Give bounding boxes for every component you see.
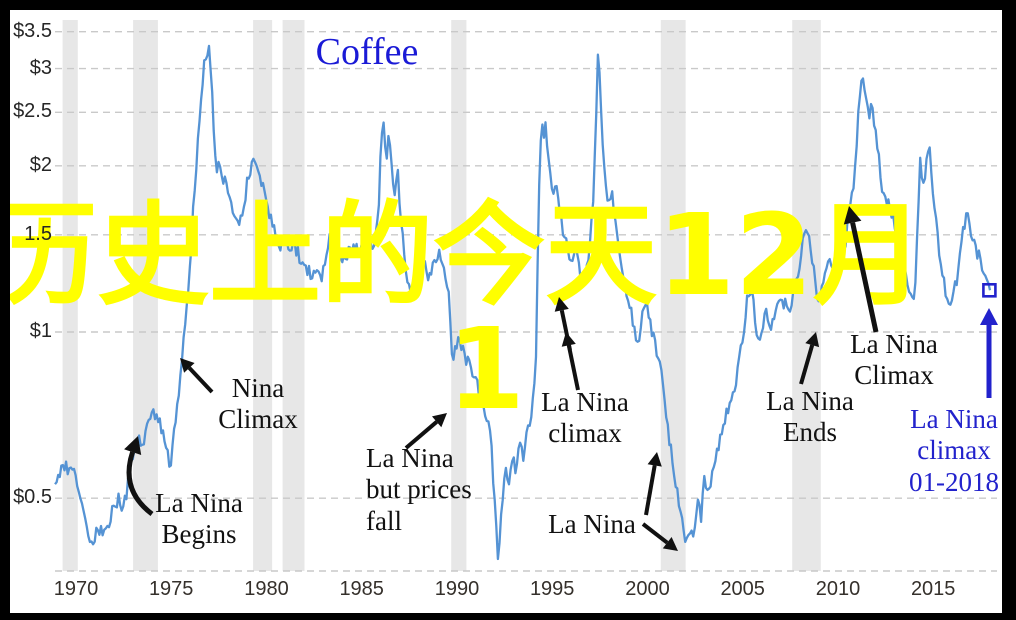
y-axis-tick-label: $3.5 (13, 19, 52, 42)
la-nina-begins-label: La Nina Begins (155, 488, 243, 551)
overlay-headline-line1: 历史上的今天12月 (0, 191, 925, 321)
x-axis-tick-label: 2005 (720, 578, 765, 600)
x-axis-tick-label: 1995 (529, 578, 575, 600)
la-nina-band (62, 20, 78, 571)
nina-climax-1975-label: Nina Climax (218, 373, 298, 436)
x-axis-tick-label: 1985 (339, 578, 384, 600)
la-nina-band (451, 20, 467, 571)
nina-climax-1975-label-line: Climax (218, 404, 298, 435)
y-axis-tick-label: 1.5 (24, 222, 52, 245)
y-axis-tick-label: $3 (29, 56, 52, 79)
la-nina-band (253, 20, 273, 571)
frame-right-border (1002, 0, 1016, 620)
frame-top-border (0, 0, 1016, 10)
la-nina-climax-2018-label-line: climax (917, 435, 991, 466)
la-nina-2000-label: La Nina (548, 509, 636, 540)
la-nina-2000-label-line: La Nina (548, 509, 636, 539)
la-nina-but-prices-fall-label-line: but prices (366, 474, 472, 505)
la-nina-climax-2018-label-line: 01-2018 (909, 466, 999, 497)
la-nina-band (282, 20, 305, 571)
y-axis-tick-label: $2.5 (13, 100, 52, 123)
la-nina-climax-2018-label-line: La Nina (910, 404, 998, 434)
la-nina-ends-label: La Nina Ends (766, 386, 854, 449)
la-nina-climax-1995-label-line: climax (548, 418, 622, 449)
la-nina-climax-1995-label-line: La Nina (541, 387, 629, 417)
la-nina-begins-label-line: La Nina (155, 488, 243, 518)
la-nina-climax-1995-label: La Nina climax (541, 387, 629, 450)
la-nina-climax-2011-label-line: Climax (854, 360, 934, 391)
la-nina-but-prices-fall-label-line: fall (366, 505, 402, 536)
frame-bottom-border (0, 613, 1016, 620)
nina-climax-1975-label-line: Nina (231, 373, 285, 403)
la-nina-ends-label-line: La Nina (766, 386, 854, 416)
x-axis-tick-label: 2010 (815, 578, 861, 600)
x-axis-tick-label: 2000 (625, 578, 670, 600)
frame-left-border (0, 0, 10, 620)
y-axis-tick-label: $1 (29, 320, 52, 342)
coffee-price-line (54, 44, 992, 561)
la-nina-climax-2011-label: La Nina Climax (850, 329, 938, 392)
x-axis-tick-label: 1990 (434, 578, 480, 600)
la-nina-but-prices-fall-label-line: La Nina (366, 443, 454, 473)
overlay-headline-line2: 1 (447, 305, 525, 435)
x-axis-tick-label: 1975 (148, 578, 194, 600)
y-axis-tick-label: $2 (29, 153, 52, 176)
x-axis-tick-label: 1980 (244, 578, 289, 600)
la-nina-begins-label-line: Begins (161, 519, 237, 550)
la-nina-but-prices-fall-label: La Nina but prices fall (366, 443, 472, 537)
la-nina-ends-label-line: Ends (783, 417, 837, 448)
x-axis-tick-label: 1970 (53, 578, 99, 600)
x-axis-tick-label: 2015 (910, 578, 956, 600)
chart-title: Coffee (315, 31, 419, 73)
la-nina-climax-2011-label-line: La Nina (850, 329, 938, 359)
y-axis-tick-label: $0.5 (13, 486, 52, 509)
la-nina-climax-2018-label: La Nina climax 01-2018 (909, 404, 999, 498)
